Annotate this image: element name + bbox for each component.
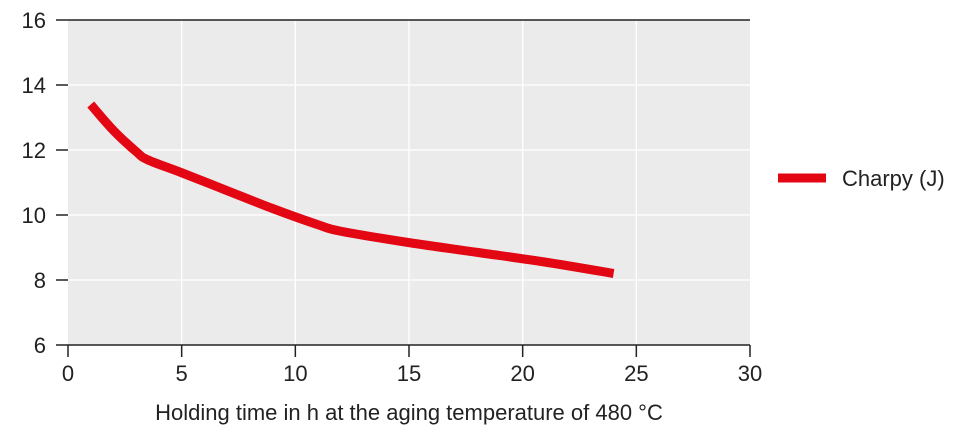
y-tick-label: 12	[22, 138, 46, 163]
series-layer	[87, 101, 615, 278]
x-tick-label: 10	[283, 361, 307, 386]
x-tick-label: 30	[738, 361, 762, 386]
y-tick-label: 6	[34, 333, 46, 358]
legend-label: Charpy (J)	[842, 166, 945, 191]
horizontal-gridlines	[68, 84, 750, 281]
x-tick-label: 25	[624, 361, 648, 386]
y-tick-label: 16	[22, 8, 46, 33]
vertical-gridlines	[181, 20, 637, 345]
y-tick-label: 8	[34, 268, 46, 293]
x-tick-label: 20	[510, 361, 534, 386]
y-tick-label: 14	[22, 73, 46, 98]
y-tick-label: 10	[22, 203, 46, 228]
x-axis-title: Holding time in h at the aging temperatu…	[155, 400, 663, 425]
x-tick-label: 15	[397, 361, 421, 386]
legend: Charpy (J)	[778, 166, 945, 191]
x-tick-label: 5	[176, 361, 188, 386]
x-ticks: 0 5 10 15 20 25 30	[62, 345, 762, 386]
y-ticks: 6 8 10 12 14 16	[22, 8, 68, 358]
series-line-charpy	[87, 101, 615, 278]
x-tick-label: 0	[62, 361, 74, 386]
